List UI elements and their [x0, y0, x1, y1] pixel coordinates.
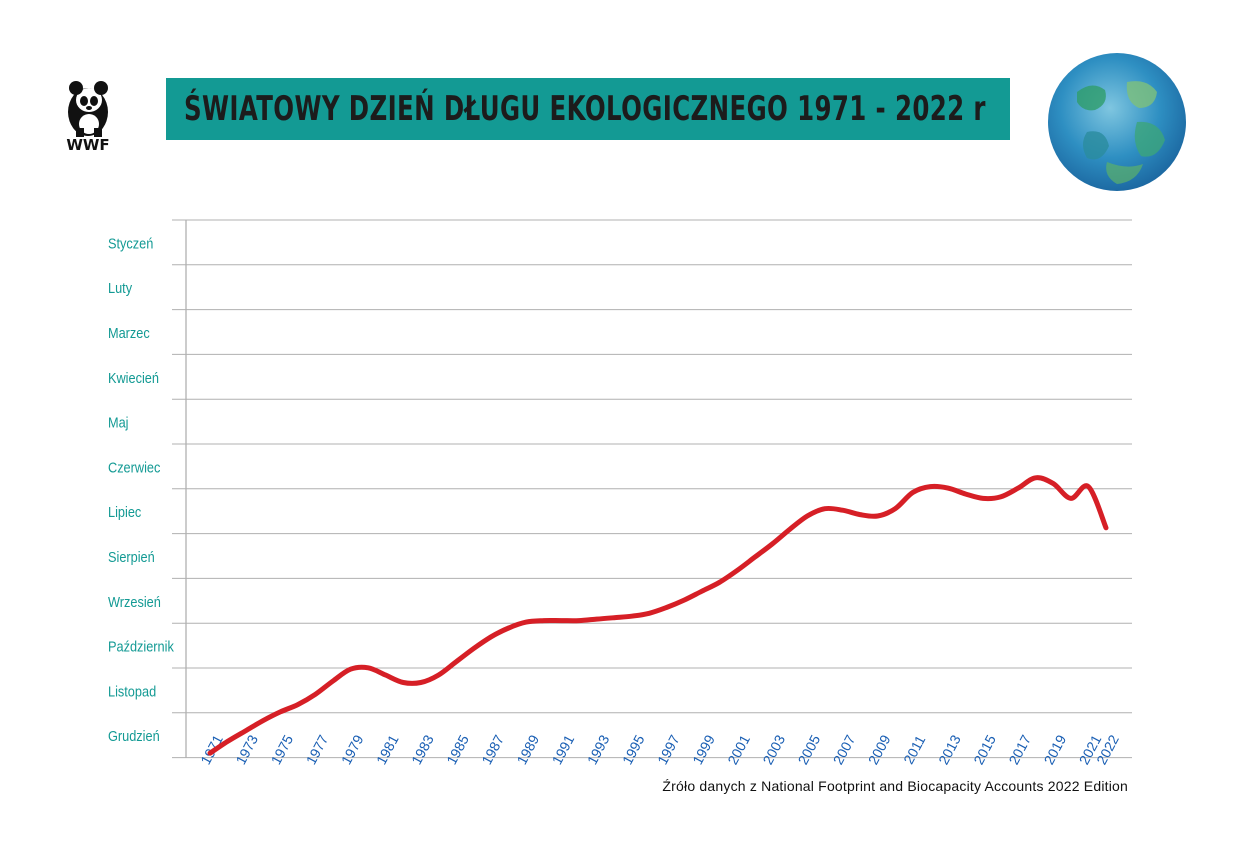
y-tick-label: Październik: [108, 638, 174, 655]
y-tick-label: Luty: [108, 279, 132, 296]
series-line: [207, 475, 1109, 756]
x-tick-label: 1997: [654, 732, 683, 767]
x-tick-label: 2005: [795, 732, 824, 767]
x-tick-label: 1983: [408, 732, 437, 767]
y-tick-label: Listopad: [108, 682, 156, 699]
x-tick-label: 1987: [478, 732, 507, 767]
x-tick-label: 2015: [970, 732, 999, 767]
x-tick-label: 1985: [443, 732, 472, 767]
x-tick-label: 1991: [549, 732, 578, 767]
logo-text: WWF: [66, 136, 110, 154]
globe-icon: [1048, 53, 1186, 191]
y-tick-label: Czerwiec: [108, 458, 160, 475]
source-note: Źróło danych z National Footprint and Bi…: [662, 778, 1128, 794]
x-tick-label: 1999: [689, 732, 718, 767]
y-tick-label: Styczeń: [108, 234, 153, 251]
y-tick-label: Lipiec: [108, 503, 141, 520]
y-tick-label: Maj: [108, 414, 129, 431]
x-tick-label: 2013: [935, 732, 964, 767]
panda-icon: [68, 81, 108, 137]
x-tick-label: 2017: [1005, 732, 1034, 767]
x-tick-label: 2019: [1041, 732, 1070, 767]
x-tick-label: 2007: [830, 732, 859, 767]
x-tick-label: 1993: [584, 732, 613, 767]
y-tick-label: Wrzesień: [108, 593, 161, 610]
x-tick-label: 1977: [303, 732, 332, 767]
y-tick-label: Marzec: [108, 324, 150, 341]
y-tick-label: Sierpień: [108, 548, 155, 565]
x-tick-label: 1989: [513, 732, 542, 767]
x-tick-label: 2003: [759, 732, 788, 767]
x-tick-label: 2009: [865, 732, 894, 767]
x-tick-label: 1979: [338, 732, 367, 767]
title-banner: ŚWIATOWY DZIEŃ DŁUGU EKOLOGICZNEGO 1971 …: [166, 78, 1010, 140]
wwf-logo: WWF: [58, 78, 118, 160]
x-tick-label: 1981: [373, 732, 402, 767]
x-tick-label: 2001: [724, 732, 753, 767]
x-tick-label: 2011: [900, 732, 928, 766]
x-tick-label: 1995: [619, 732, 648, 767]
y-tick-label: Grudzień: [108, 727, 160, 744]
chart-title: ŚWIATOWY DZIEŃ DŁUGU EKOLOGICZNEGO 1971 …: [184, 89, 986, 129]
y-tick-label: Kwiecień: [108, 369, 159, 386]
x-tick-label: 1975: [267, 732, 296, 767]
